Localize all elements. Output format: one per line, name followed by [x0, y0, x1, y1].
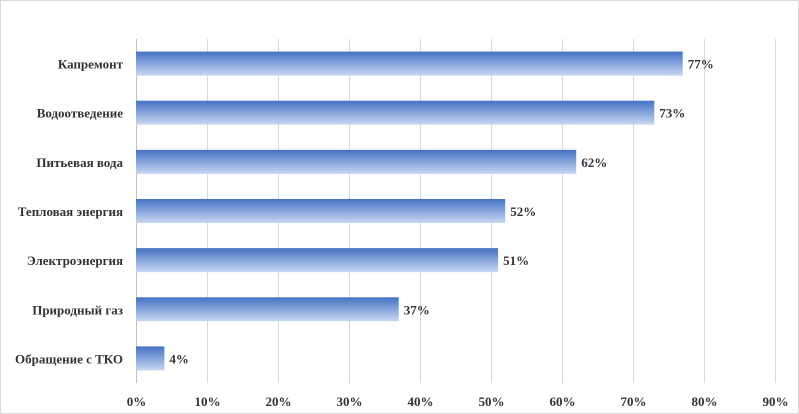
labels: 0% 10% 20% 30% 40% 50% 60% 70% 80% 90% Капремонт 77…	[15, 57, 789, 409]
category-label: Водоотведение	[37, 106, 124, 121]
data-label: 4%	[169, 351, 189, 366]
x-tick-label: 50%	[479, 394, 505, 409]
bar	[136, 199, 506, 223]
bar	[136, 100, 655, 125]
bar	[136, 297, 399, 322]
data-label: 73%	[659, 106, 685, 121]
x-tick-label: 90%	[763, 394, 789, 409]
x-tick-label: 10%	[195, 394, 221, 409]
bar	[136, 346, 165, 371]
x-tick-label: 80%	[692, 394, 718, 409]
x-tick-label: 0%	[127, 394, 147, 409]
category-label: Капремонт	[58, 57, 124, 72]
x-tick-label: 30%	[337, 394, 363, 409]
category-label: Обращение с ТКО	[15, 351, 123, 366]
x-tick-label: 70%	[621, 394, 647, 409]
data-label: 37%	[404, 302, 430, 317]
bar	[136, 51, 683, 76]
category-label: Электроэнергия	[27, 253, 123, 268]
bars	[136, 51, 683, 371]
x-tick-label: 20%	[266, 394, 292, 409]
data-label: 52%	[510, 204, 536, 219]
category-label: Природный газ	[32, 302, 123, 317]
data-label: 51%	[503, 253, 529, 268]
x-tick-label: 60%	[550, 394, 576, 409]
bar	[136, 149, 577, 174]
category-label: Питьевая вода	[36, 155, 123, 170]
category-label: Тепловая энергия	[18, 204, 123, 219]
x-tick-label: 40%	[408, 394, 434, 409]
bar	[136, 248, 499, 273]
data-label: 62%	[581, 155, 607, 170]
data-label: 77%	[688, 57, 714, 72]
